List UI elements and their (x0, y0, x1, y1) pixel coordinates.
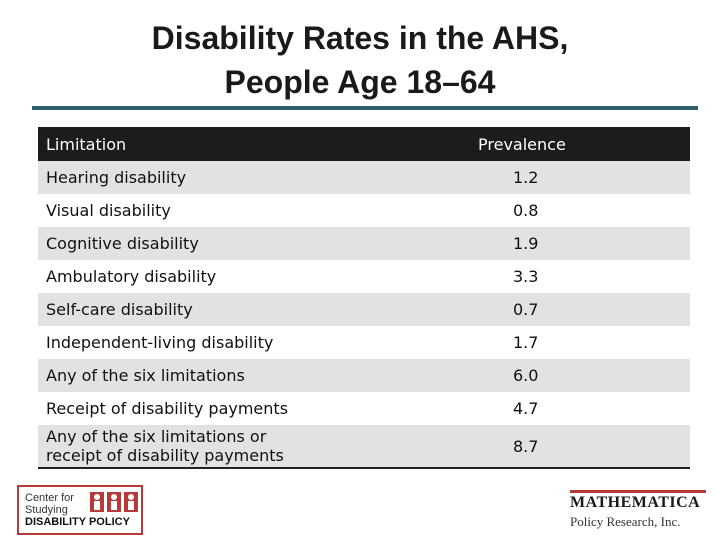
table-row: Receipt of disability payments 4.7 (38, 392, 690, 425)
mathematica-logo: MATHEMATICA Policy Research, Inc. (570, 490, 706, 534)
limitation-cell: Visual disability (46, 201, 171, 220)
logo-left-line-3: DISABILITY POLICY (25, 516, 130, 528)
prevalence-cell: 6.0 (513, 366, 539, 385)
table-header: Limitation Prevalence (38, 127, 690, 161)
title-divider (32, 106, 698, 110)
column-header-limitation: Limitation (46, 134, 127, 154)
prevalence-cell: 0.8 (513, 201, 539, 220)
prevalence-cell: 0.7 (513, 300, 539, 319)
table-row: Hearing disability 1.2 (38, 161, 690, 194)
prevalence-cell: 1.2 (513, 168, 539, 187)
disability-rates-table: Limitation Prevalence Hearing disability… (38, 127, 690, 469)
logo-left-text: Center for Studying DISABILITY POLICY (25, 492, 130, 528)
prevalence-cell: 8.7 (513, 436, 539, 456)
limitation-cell: Any of the six limitations or receipt of… (38, 427, 478, 465)
table-row: Any of the six limitations 6.0 (38, 359, 690, 392)
limitation-cell: Hearing disability (46, 168, 187, 187)
limitation-cell: Self-care disability (46, 300, 193, 319)
people-figures-icon (90, 492, 138, 512)
logo-right-bar (570, 490, 706, 493)
prevalence-cell: 3.3 (513, 267, 539, 286)
prevalence-cell: 4.7 (513, 399, 539, 418)
column-header-prevalence: Prevalence (478, 135, 690, 154)
logo-left-line-2: Studying (25, 504, 68, 516)
title-line-1: Disability Rates in the AHS, (151, 20, 569, 56)
prevalence-cell: 1.9 (513, 234, 539, 253)
title-line-2: People Age 18–64 (224, 64, 496, 100)
limitation-cell: Ambulatory disability (46, 267, 217, 286)
table-row: Ambulatory disability 3.3 (38, 260, 690, 293)
limitation-cell: Cognitive disability (46, 234, 199, 253)
logo-left-line-1: Center for (25, 492, 74, 504)
logo-right-name: MATHEMATICA (570, 494, 701, 511)
table-row: Any of the six limitations or receipt of… (38, 425, 690, 467)
limitation-cell: Independent-living disability (46, 333, 274, 352)
limitation-cell: Any of the six limitations (46, 366, 245, 385)
limitation-cell: Receipt of disability payments (46, 399, 289, 418)
table-row: Independent-living disability 1.7 (38, 326, 690, 359)
column-header-prevalence-label: Prevalence (478, 134, 566, 154)
limitation-cell-line-1: Any of the six limitations or (46, 427, 267, 446)
center-for-studying-disability-policy-logo: Center for Studying DISABILITY POLICY (17, 485, 143, 535)
table-row: Self-care disability 0.7 (38, 293, 690, 326)
prevalence-cell: 1.7 (513, 333, 539, 352)
logo-right-sub: Policy Research, Inc. (570, 514, 681, 529)
limitation-cell-line-2: receipt of disability payments (46, 446, 284, 465)
table-row: Cognitive disability 1.9 (38, 227, 690, 260)
slide-title: Disability Rates in the AHS, People Age … (0, 16, 720, 104)
table-row: Visual disability 0.8 (38, 194, 690, 227)
